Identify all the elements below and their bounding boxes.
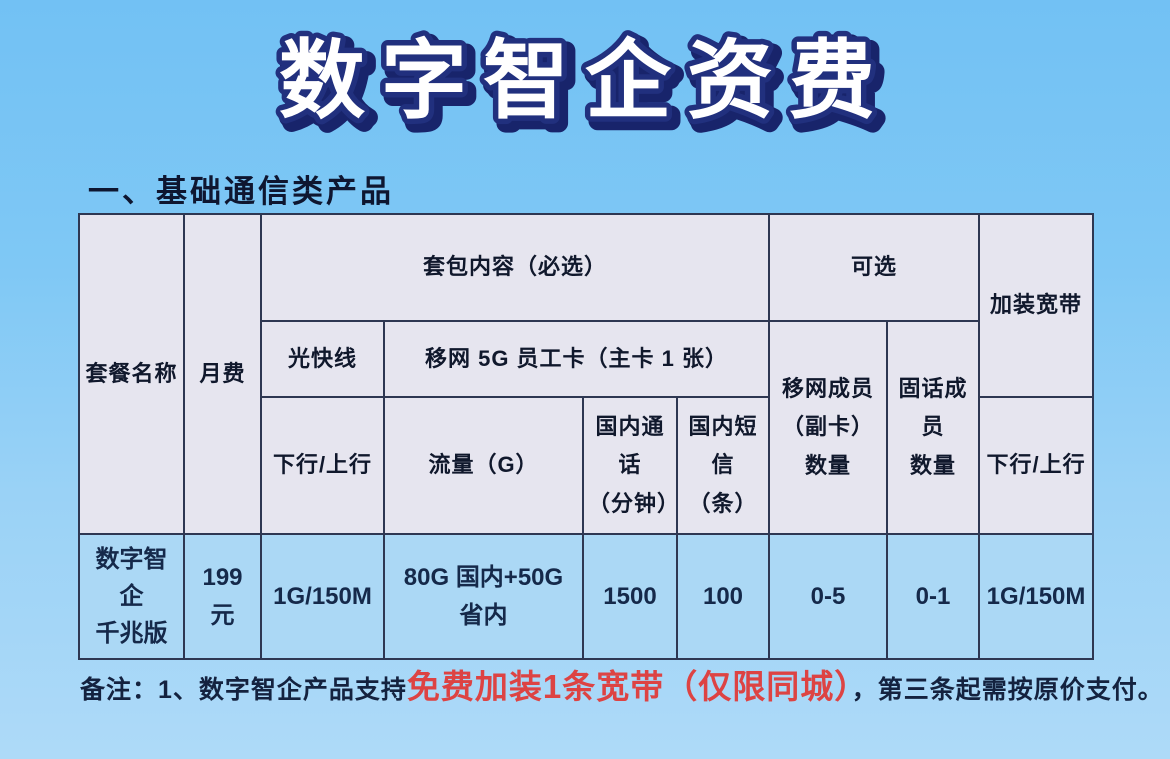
header-domestic-calls: 国内通话 （分钟） [582,396,679,535]
title-banner: 数字智企资费 数字智企资费 [0,18,1170,155]
header-domestic-sms: 国内短信 （条） [675,396,771,535]
section-heading: 一、基础通信类产品 [88,174,394,209]
header-row-3: 下行/上行 流量（G） 国内通话 （分钟） 国内短信 （条） 下行/上行 [79,396,1095,535]
header-package-name: 套餐名称 [78,213,185,535]
page-title: 数字智企资费 [279,33,891,129]
header-monthly-fee: 月费 [183,213,262,535]
pricing-table-container: 套餐名称 月费 套包内容（必选） 可选 加装宽带 光快线 移网 5G 员工卡（主… [78,213,1095,660]
footnote-suffix: ，第三条起需按原价支付。 [851,676,1164,704]
page-title-shadow: 数字智企资费 [285,39,897,135]
header-broadband-down-up: 下行/上行 [978,396,1095,535]
header-bundle-required: 套包内容（必选） [259,213,771,322]
cell-monthly-fee: 199 元 [183,533,262,660]
header-optical-fast-line: 光快线 [260,320,385,398]
cell-sms: 100 [675,533,771,660]
header-row-2: 光快线 移网 5G 员工卡（主卡 1 张） 移网成员 （副卡）数量 固话成员 数… [79,320,1093,535]
cell-landline-members: 0-1 [886,533,981,660]
pricing-table: 套餐名称 月费 套包内容（必选） 可选 加装宽带 光快线 移网 5G 员工卡（主… [78,213,1095,660]
cell-mobile-members: 0-5 [768,533,889,660]
cell-package-name: 数字智企 千兆版 [78,533,185,660]
header-optical-down-up: 下行/上行 [260,396,385,535]
header-landline-members: 固话成员 数量 [886,320,981,535]
table-row: 数字智企 千兆版 199 元 1G/150M 80G 国内+50G 省内 150… [78,533,1095,660]
footnote: 备注：1、数字智企产品支持免费加装1条宽带（仅限同城），第三条起需按原价支付。 [80,664,1163,713]
footnote-highlight: 免费加装1条宽带（仅限同城） [406,668,852,705]
header-optional: 可选 [768,213,981,322]
header-broadband-addon: 加装宽带 [978,213,1095,398]
header-data-gb: 流量（G） [383,396,584,535]
page-title-art: 数字智企资费 数字智企资费 [274,28,897,144]
cell-data-gb: 80G 国内+50G 省内 [383,533,584,660]
header-mobile-5g-employee-card: 移网 5G 员工卡（主卡 1 张） [382,320,771,398]
cell-broadband-down-up: 1G/150M [978,533,1095,660]
footnote-prefix: 备注：1、数字智企产品支持 [80,676,407,704]
header-row-1: 套餐名称 月费 套包内容（必选） 可选 加装宽带 [78,213,1095,535]
header-mobile-members: 移网成员 （副卡）数量 [768,320,889,535]
cell-optical-down-up: 1G/150M [260,533,385,660]
cell-calls: 1500 [582,533,678,660]
